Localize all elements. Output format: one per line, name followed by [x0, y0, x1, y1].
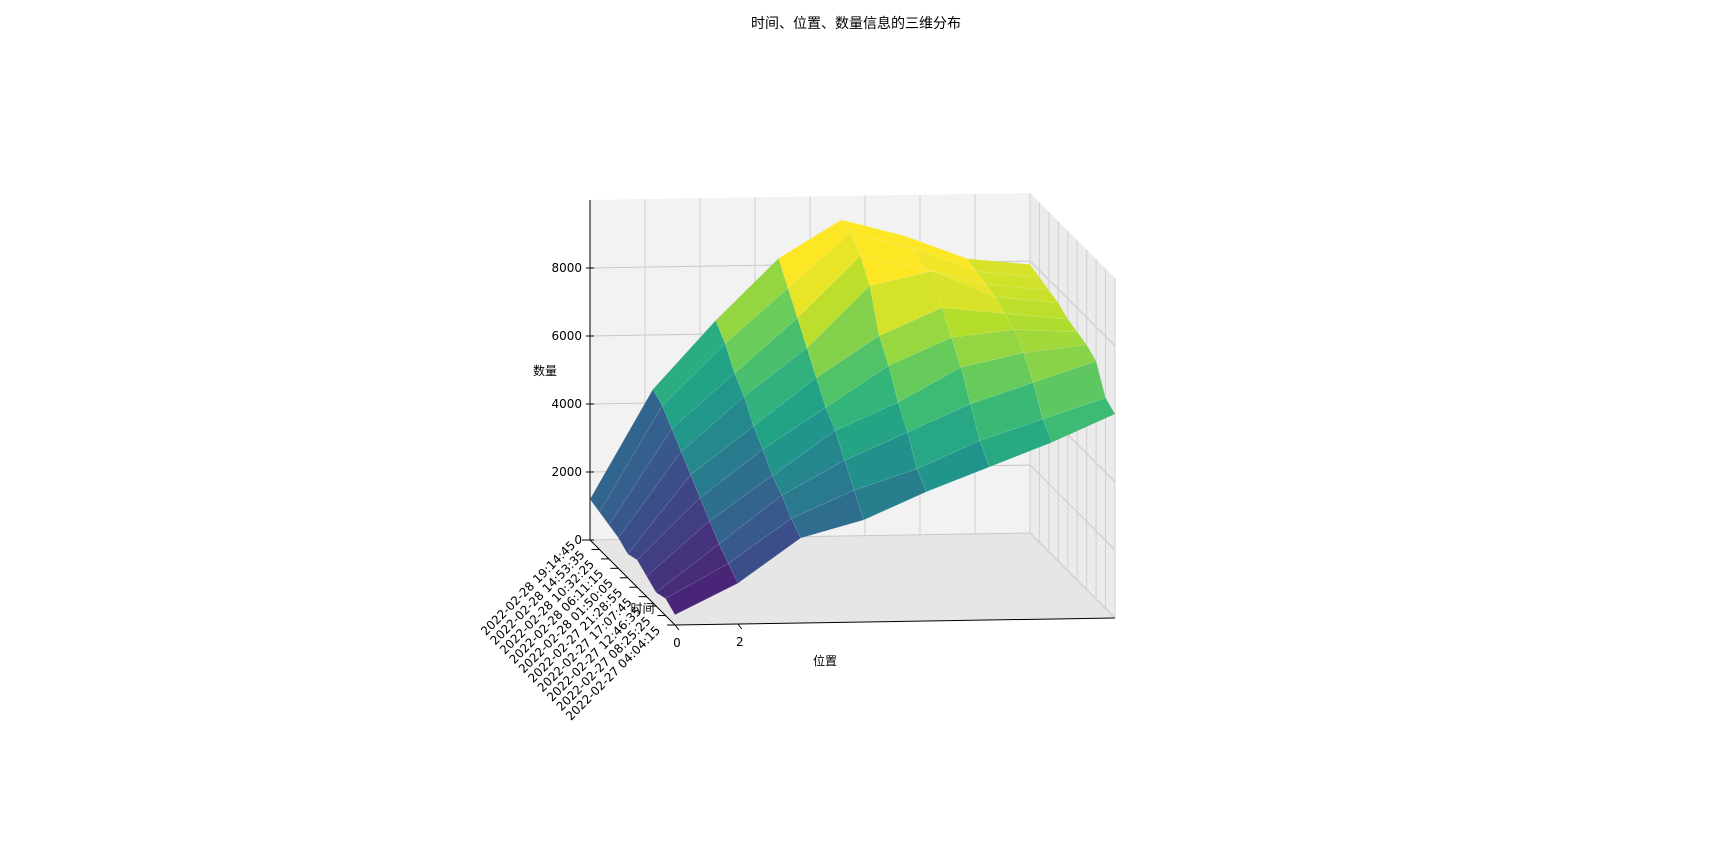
x-axis	[674, 617, 1116, 626]
surface-patch	[966, 258, 1040, 278]
z-tick-label: 8000	[551, 261, 582, 275]
z-tick-label: 6000	[551, 329, 582, 343]
y-axis-label: 时间	[630, 602, 654, 616]
x-tick-label: 2	[736, 635, 744, 649]
chart-title: 时间、位置、数量信息的三维分布	[751, 15, 961, 32]
z-tick-label: 4000	[551, 397, 582, 411]
z-tick-label: 2000	[551, 465, 582, 479]
x-tick-label: 0	[673, 636, 681, 650]
y-axis	[589, 539, 676, 626]
z-axis-label: 数量	[533, 363, 557, 378]
x-axis-label: 位置	[813, 653, 837, 668]
x-tick	[737, 623, 743, 630]
x-tick	[674, 624, 680, 631]
z-tick-label: 0	[574, 533, 582, 547]
